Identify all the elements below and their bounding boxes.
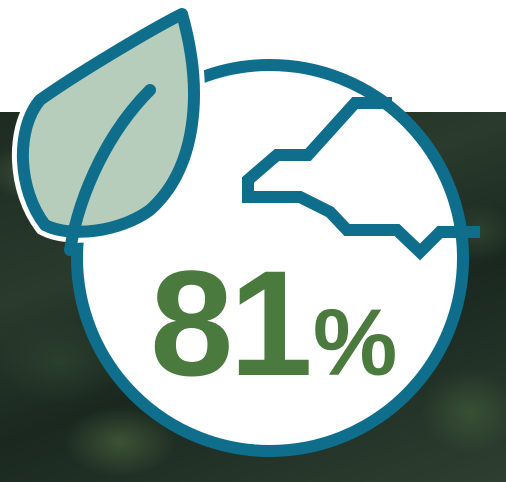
leaf-icon	[17, 8, 200, 256]
percent-sign: %	[312, 290, 398, 396]
percent-stat: 81%	[150, 248, 397, 398]
percent-value: 81	[150, 239, 313, 407]
coastline-map-icon	[242, 97, 480, 261]
